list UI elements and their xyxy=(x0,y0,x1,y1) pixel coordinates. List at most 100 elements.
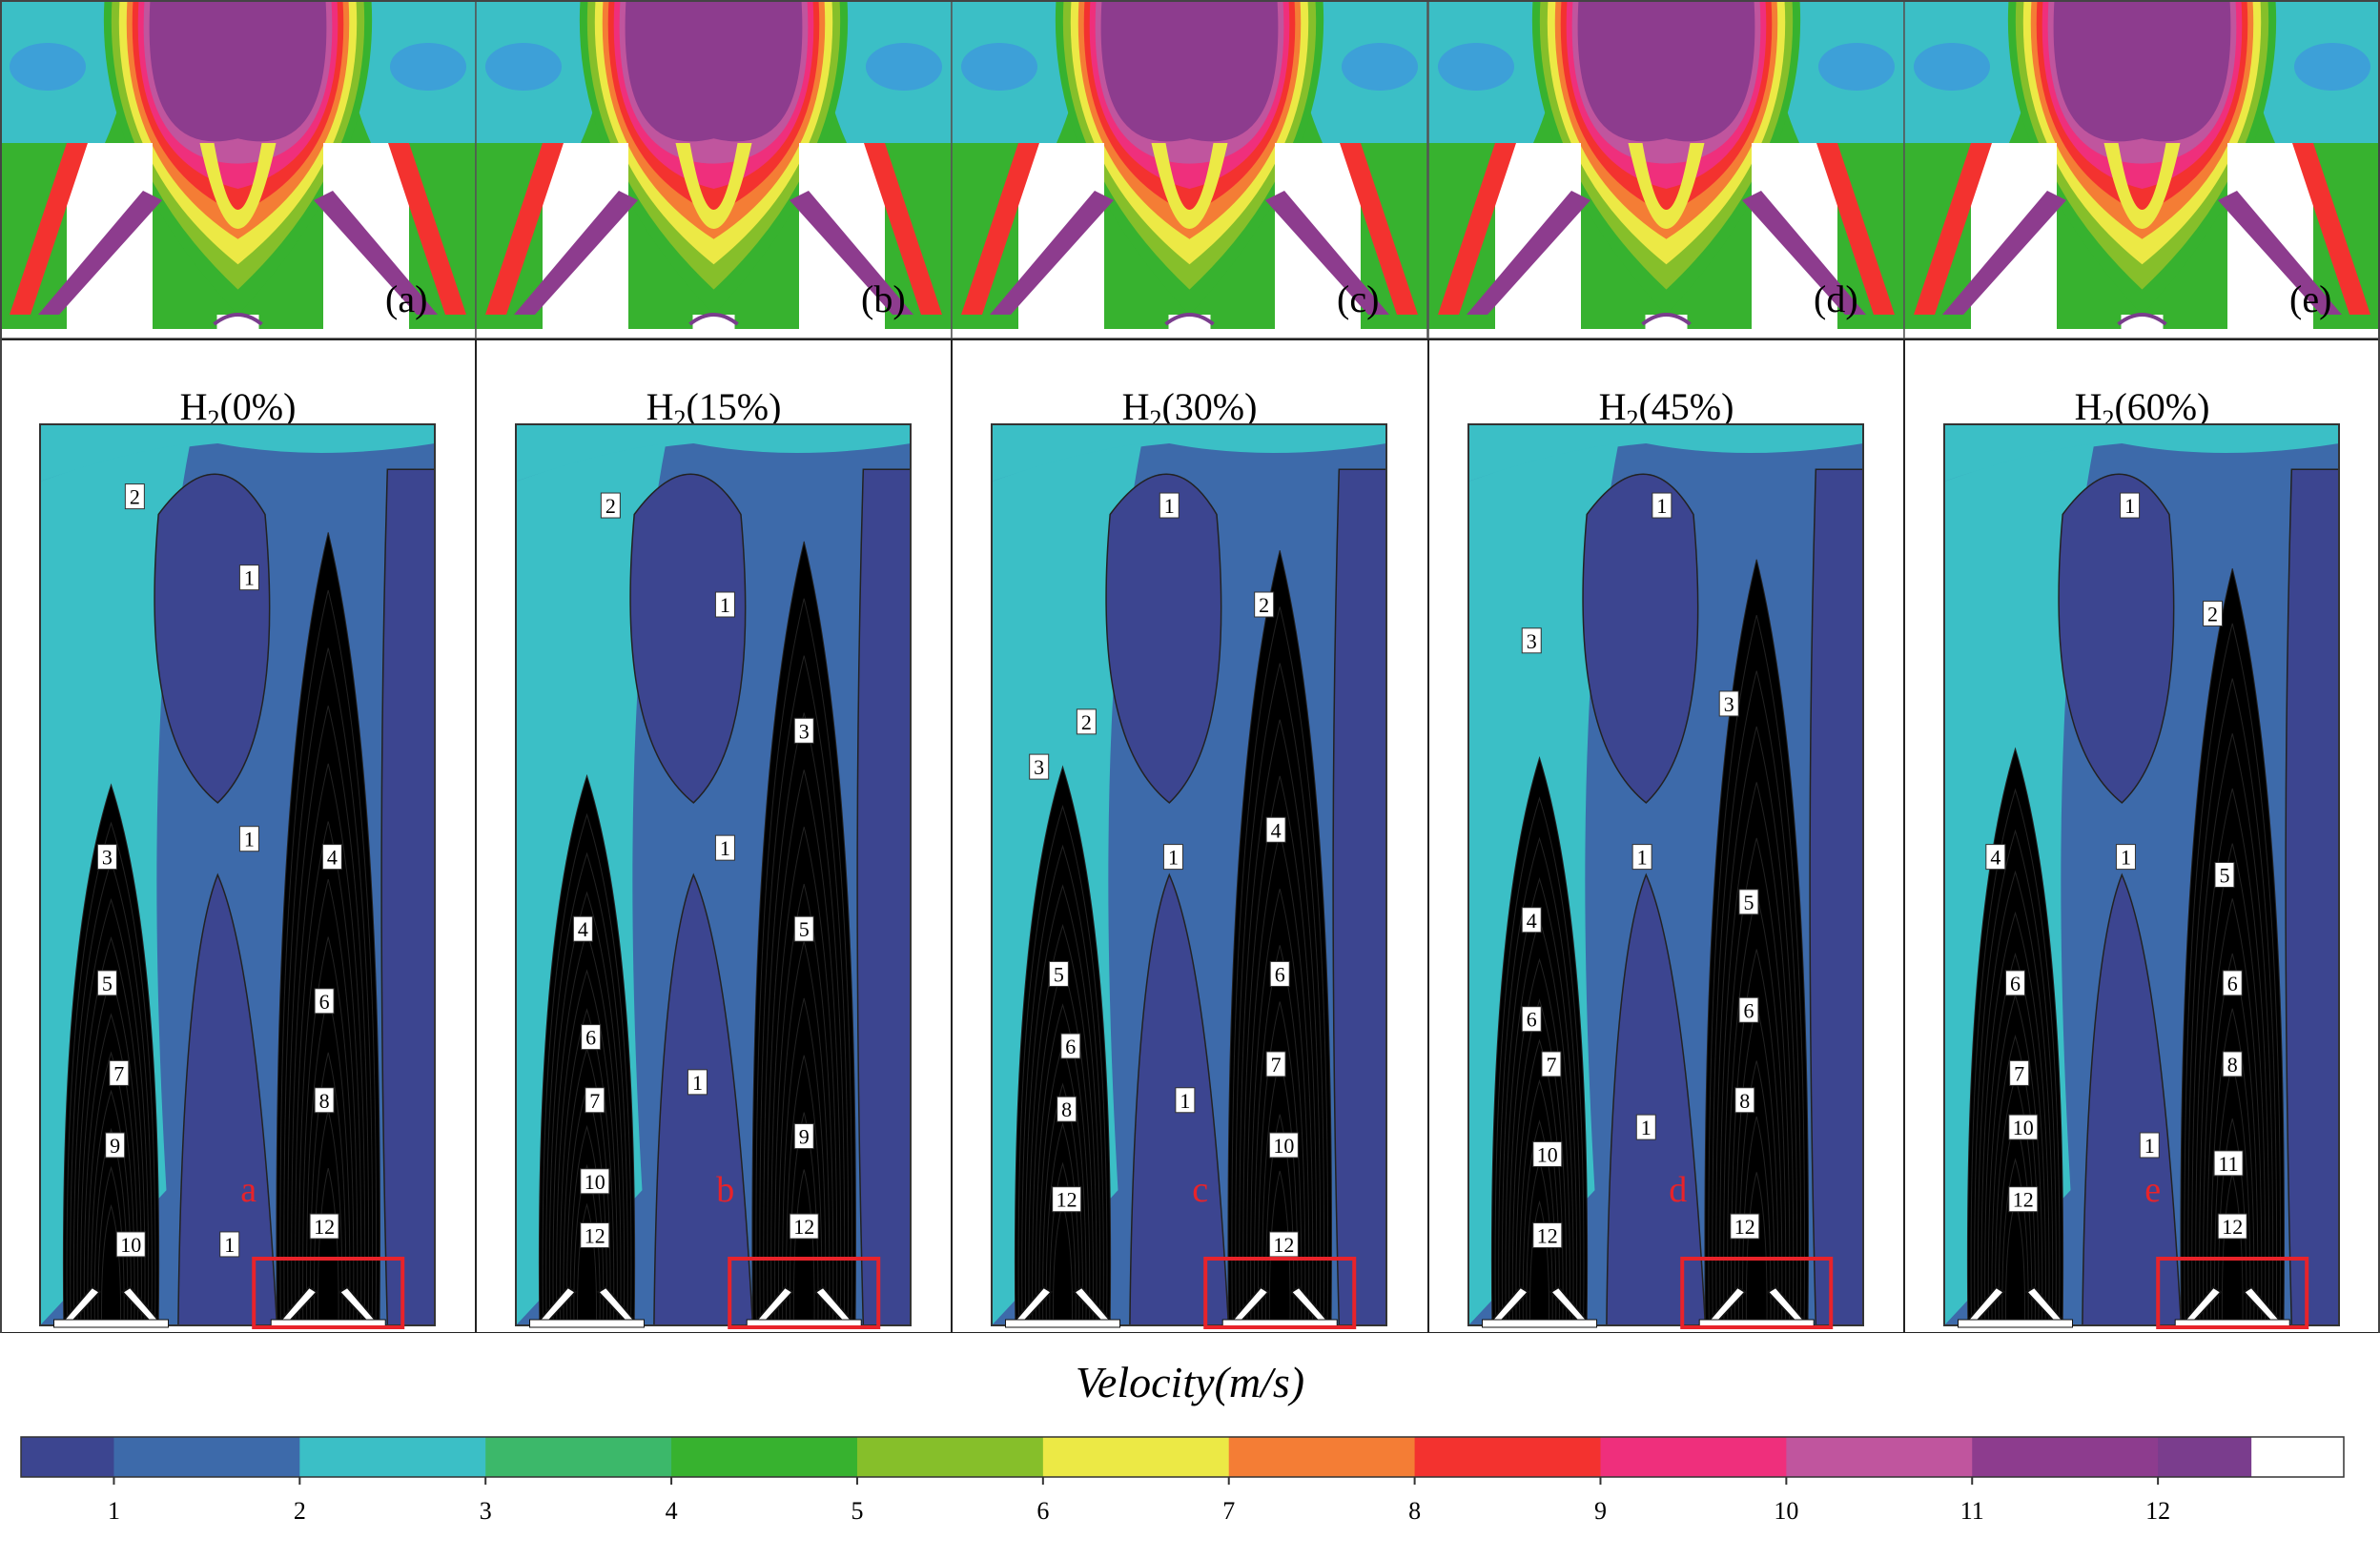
contour-label: 10 xyxy=(2013,1116,2034,1139)
contour-label-box xyxy=(1269,960,1290,987)
contour-label: 12 xyxy=(1734,1215,1755,1239)
colorbar-tick-label: 10 xyxy=(1774,1497,1798,1525)
contour-low-velocity-right xyxy=(1332,468,1387,1326)
side-jet-left xyxy=(1914,143,1992,315)
colorbar-swatch xyxy=(113,1437,300,1477)
contour-label: 12 xyxy=(585,1224,605,1248)
contour-label-box xyxy=(572,915,593,942)
colorbar-frame xyxy=(20,1436,2345,1478)
highlight-marker: b xyxy=(716,1170,734,1210)
panel-title: H2(45%) xyxy=(1599,385,1734,433)
highlight-marker: c xyxy=(1192,1170,1208,1210)
title-rest: (15%) xyxy=(686,385,781,428)
colorbar-tick-label: 8 xyxy=(1408,1497,1421,1525)
side-jet-left xyxy=(10,143,88,315)
contour-band-top xyxy=(1944,424,2339,482)
subfigure-letter: (c) xyxy=(1337,277,1379,320)
contour-low-velocity-right xyxy=(2285,468,2340,1326)
highlight-marker: a xyxy=(240,1170,256,1210)
flame-core xyxy=(675,143,752,229)
title-main: H xyxy=(180,385,208,428)
contour-label-box xyxy=(585,1087,605,1114)
contour-label: 1 xyxy=(692,1071,703,1095)
flame-patch xyxy=(485,43,562,91)
colorbar-swatch xyxy=(856,1437,1044,1477)
contour-label-box xyxy=(1029,753,1050,780)
contour-label-box xyxy=(1532,1140,1563,1167)
colorbar-title: Velocity(m/s) xyxy=(1076,1358,1304,1406)
contour-label: 8 xyxy=(1739,1089,1750,1113)
contour-label: 6 xyxy=(1275,962,1285,986)
flame-jet-layer xyxy=(1577,0,1755,142)
contour-low-velocity-upper xyxy=(1105,473,1222,804)
contour-label: 6 xyxy=(2227,972,2238,995)
contour-label-box xyxy=(314,988,335,1015)
contour-label-box xyxy=(1532,1222,1563,1248)
side-jet-left-inner xyxy=(1467,191,1590,315)
side-jet-left xyxy=(1438,143,1516,315)
contour-frame xyxy=(1943,423,2340,1326)
colorbar-swatch xyxy=(2158,1437,2252,1477)
contour-label-box xyxy=(2008,1186,2039,1213)
title-rest: (0%) xyxy=(219,385,296,428)
panel-title: H2(30%) xyxy=(1122,385,1258,433)
flame-bottom-wall xyxy=(952,329,1427,338)
colorbar-tick-label: 4 xyxy=(666,1497,678,1525)
contour-label-box xyxy=(1734,1087,1755,1114)
side-jet-left xyxy=(961,143,1039,315)
contour-label: 12 xyxy=(2222,1215,2243,1239)
side-jet-left-inner xyxy=(38,191,162,315)
contour-label-box xyxy=(2217,1213,2247,1240)
title-main: H xyxy=(1122,385,1150,428)
contour-label-box xyxy=(1048,960,1069,987)
contour-frame xyxy=(39,423,436,1326)
flame-patch xyxy=(2294,43,2370,91)
colorbar-tick-label: 7 xyxy=(1222,1497,1235,1525)
colorbar-tick-label: 1 xyxy=(108,1497,120,1525)
contour-frame xyxy=(515,423,912,1326)
contour-label-box xyxy=(1631,844,1652,871)
contour-label-box xyxy=(105,1132,126,1159)
side-jet-right xyxy=(1340,143,1418,315)
title-main: H xyxy=(646,385,674,428)
burner-left xyxy=(529,1285,646,1328)
colorbar-swatch xyxy=(1414,1437,1602,1477)
colorbar-tick-label: 2 xyxy=(294,1497,306,1525)
burner-base xyxy=(1958,1319,2074,1328)
contour-label-box xyxy=(219,1231,240,1258)
contour-label-box xyxy=(2213,1150,2244,1177)
contour-label: 2 xyxy=(2207,602,2218,626)
contour-label: 8 xyxy=(1061,1097,1072,1121)
contour-label: 5 xyxy=(2219,864,2229,888)
contour-label-box xyxy=(1162,844,1183,871)
burner-right xyxy=(1221,1285,1338,1328)
jet-left-level xyxy=(101,1203,122,1326)
side-jet-left-inner xyxy=(990,191,1114,315)
contour-low-velocity-lower xyxy=(177,872,278,1326)
contour-label-box xyxy=(1730,1213,1760,1240)
contour-label: 6 xyxy=(1065,1035,1076,1058)
contour-label-box xyxy=(714,591,735,618)
colorbar-tick-label: 5 xyxy=(851,1497,863,1525)
burner-base xyxy=(1005,1319,1121,1328)
contour-label-box xyxy=(1652,492,1672,519)
colorbar-swatch xyxy=(299,1437,486,1477)
highlight-box xyxy=(2156,1257,2309,1329)
contour-label-box xyxy=(2203,600,2224,626)
burner-base xyxy=(1482,1319,1598,1328)
jet-right-level xyxy=(792,1169,815,1326)
side-jet-right-inner xyxy=(2218,191,2342,315)
panel-1: (a) H2(0%) 2 1 1 3 4 5 6 7 8 9 1 10 12 a xyxy=(0,0,477,1329)
side-jet-right-inner xyxy=(1265,191,1389,315)
contour-label-box xyxy=(2222,1051,2243,1077)
contour-label: 12 xyxy=(1537,1224,1558,1248)
contour-low-velocity-upper xyxy=(2058,473,2175,804)
flame-core xyxy=(1151,143,1228,229)
contour-label-box xyxy=(793,1123,814,1150)
contour-label-box xyxy=(309,1213,339,1240)
